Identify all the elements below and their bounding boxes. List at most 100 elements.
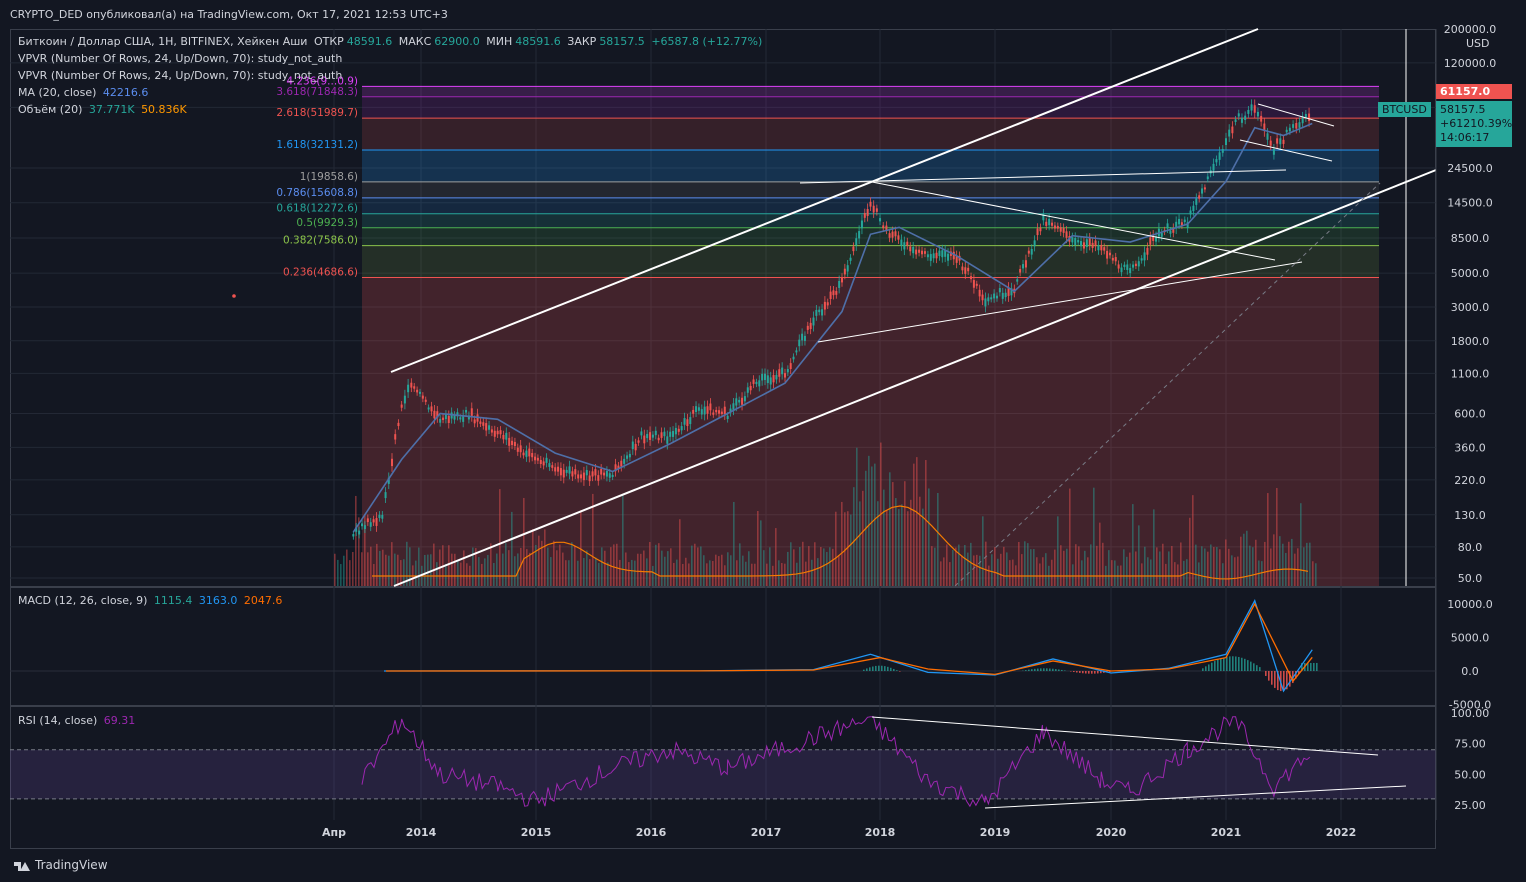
volume-bar: [997, 558, 999, 586]
volume-bar: [886, 510, 888, 586]
macd-tick: 5000.0: [1451, 632, 1490, 645]
macd-histogram-bar: [1049, 668, 1051, 671]
volume-bar: [898, 509, 900, 586]
fib-zone: [362, 227, 1379, 246]
volume-bar: [952, 549, 954, 586]
volume-bar: [445, 563, 447, 586]
candle-body: [720, 411, 723, 415]
candle-body: [987, 297, 990, 302]
legend-open-label: ОТКР: [313, 35, 344, 48]
candle-body: [542, 461, 545, 466]
tradingview-logo-icon: [14, 860, 30, 871]
volume-bar: [976, 554, 978, 586]
macd-histogram-bar: [1298, 671, 1300, 674]
volume-bar: [559, 544, 561, 586]
candle-body: [490, 429, 493, 433]
candle-body: [832, 290, 835, 296]
volume-bar: [1072, 564, 1074, 586]
volume-bar: [1225, 539, 1227, 586]
footer-brand[interactable]: TradingView: [14, 858, 108, 872]
volume-bar: [583, 557, 585, 586]
candle-body: [1103, 247, 1106, 251]
candle-body: [801, 333, 804, 341]
volume-bar: [1066, 548, 1068, 586]
volume-bar: [697, 547, 699, 586]
volume-bar: [1270, 548, 1272, 586]
fib-zone: [362, 213, 1379, 228]
candle-body: [1244, 115, 1247, 121]
candle-body: [772, 375, 775, 383]
volume-bar: [733, 501, 735, 586]
candle-body: [513, 441, 516, 447]
candle-body: [932, 253, 935, 259]
volume-bar: [832, 548, 834, 586]
volume-bar: [673, 562, 675, 586]
candle-body: [1155, 236, 1158, 242]
volume-bar: [931, 546, 933, 586]
macd-histogram-bar: [896, 670, 898, 671]
time-tick: 2019: [980, 826, 1011, 839]
time-tick: Апр: [322, 826, 346, 839]
candle-body: [1263, 123, 1266, 132]
candle-body: [944, 250, 947, 257]
footer-brand-text: TradingView: [35, 858, 108, 872]
candle-body: [384, 492, 387, 499]
volume-bar: [973, 555, 975, 586]
candle-body: [803, 335, 806, 341]
candle-body: [597, 475, 600, 481]
macd-histogram-bar: [1100, 671, 1102, 674]
volume-bar: [709, 560, 711, 586]
candle-body: [763, 373, 766, 380]
candle-body: [1019, 269, 1022, 273]
candle-body: [1175, 221, 1178, 229]
volume-bar: [535, 544, 537, 586]
volume-bar: [367, 552, 369, 586]
candle-body: [663, 431, 666, 437]
candle-body: [1080, 241, 1083, 247]
candle-body: [1001, 292, 1004, 299]
macd-histogram-bar: [1271, 671, 1273, 685]
volume-bar: [787, 551, 789, 586]
macd-histogram-bar: [893, 668, 895, 671]
volume-bar: [478, 557, 480, 586]
candle-body: [528, 448, 531, 457]
price-tick: 130.0: [1454, 509, 1486, 522]
candle-body: [505, 432, 508, 440]
macd-histogram-bar: [1055, 669, 1057, 671]
candle-body: [855, 238, 858, 246]
volume-bar: [1114, 560, 1116, 586]
volume-bar: [541, 540, 543, 586]
ma-line: [352, 122, 1313, 533]
candle-body: [1172, 227, 1175, 233]
flag-lower-line: [1239, 139, 1333, 162]
candle-body: [1048, 218, 1051, 226]
candle-body: [1186, 222, 1189, 229]
rsi-tick: 25.00: [1454, 799, 1486, 812]
candle-body: [611, 474, 614, 478]
macd-histogram-bar: [1226, 656, 1228, 671]
volume-bar: [1075, 544, 1077, 586]
candle-body: [410, 382, 413, 388]
candle-body: [849, 257, 852, 261]
candle-body: [677, 428, 680, 432]
price-lines: [352, 122, 1313, 533]
candle-body: [926, 254, 929, 258]
macd-histogram-bar: [1229, 656, 1231, 671]
volume-bar: [739, 543, 741, 586]
rsi-tick: 100.00: [1451, 707, 1490, 720]
volume-bar: [1054, 549, 1056, 586]
price-tick: 8500.0: [1451, 232, 1490, 245]
volume-bar: [1057, 516, 1059, 586]
volume-bar: [745, 561, 747, 586]
volume-bar: [1153, 509, 1155, 586]
candle-body: [1189, 210, 1192, 215]
volume-bar: [1147, 557, 1149, 586]
candle-body: [1143, 252, 1146, 261]
volume-bar: [988, 565, 990, 586]
volume-bar: [829, 547, 831, 586]
macd-histogram-bar: [1238, 656, 1240, 671]
volume-bar: [1207, 551, 1209, 586]
volume-bar: [712, 560, 714, 586]
legend-volume: Объём (20) 37.771K 50.836K: [18, 103, 190, 116]
